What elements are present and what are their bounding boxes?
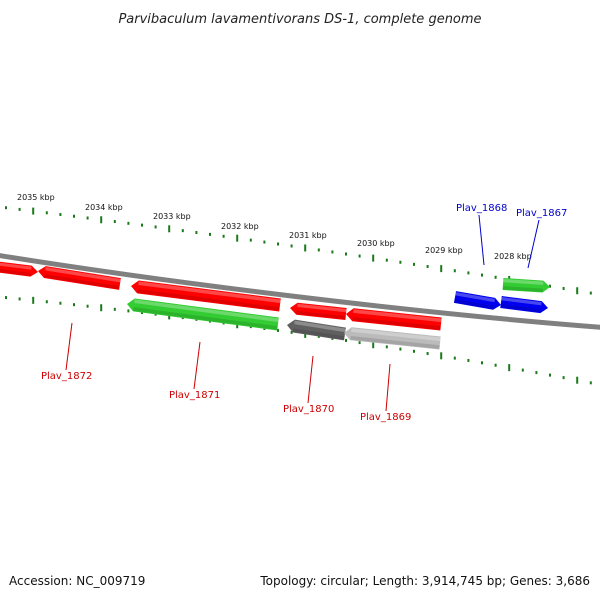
- label-leader-line: [307, 355, 314, 404]
- label-leader-line: [385, 363, 391, 412]
- scale-label: 2032 kbp: [221, 222, 259, 231]
- label-leader-lines: [65, 214, 540, 412]
- label-leader-line: [478, 214, 485, 266]
- gene-arrow[interactable]: [453, 291, 502, 311]
- gene-arrow[interactable]: [37, 265, 121, 290]
- scale-label: 2030 kbp: [357, 239, 395, 248]
- scale-labels: 2035 kbp 2034 kbp 2033 kbp 2032 kbp 2031 kbp…: [17, 193, 532, 261]
- gene-label[interactable]: Plav_1872: [41, 371, 92, 382]
- scale-label: 2035 kbp: [17, 193, 55, 202]
- gene-label[interactable]: Plav_1867: [516, 208, 567, 219]
- gene-labels: Plav_1872 Plav_1871 Plav_1870 Plav_1869 Plav…: [41, 203, 567, 423]
- gene-arrow[interactable]: [500, 296, 549, 314]
- gene-arrow[interactable]: [286, 319, 346, 341]
- scale-label: 2033 kbp: [153, 212, 191, 221]
- gene-arrow[interactable]: [502, 278, 551, 293]
- gene-track: [0, 260, 551, 350]
- label-leader-line: [193, 341, 201, 390]
- gene-label[interactable]: Plav_1868: [456, 203, 507, 214]
- label-leader-line: [527, 219, 540, 269]
- scale-label: 2034 kbp: [85, 203, 123, 212]
- gene-label[interactable]: Plav_1871: [169, 390, 220, 401]
- scale-label: 2029 kbp: [425, 246, 463, 255]
- gene-arrow[interactable]: [0, 260, 39, 278]
- gene-arrow[interactable]: [289, 302, 347, 320]
- gene-arrow[interactable]: [130, 280, 281, 312]
- gene-arrow[interactable]: [343, 327, 441, 350]
- label-leader-line: [65, 322, 73, 371]
- scale-label: 2031 kbp: [289, 231, 327, 240]
- gene-arrow[interactable]: [345, 308, 442, 331]
- gene-label[interactable]: Plav_1869: [360, 412, 411, 423]
- accession-label: Accession: NC_009719: [9, 574, 146, 588]
- gene-label[interactable]: Plav_1870: [283, 404, 334, 415]
- gene-arrow[interactable]: [126, 298, 279, 331]
- genome-backbone: [0, 253, 600, 330]
- scale-label: 2028 kbp: [494, 252, 532, 261]
- genome-summary: Topology: circular; Length: 3,914,745 bp…: [260, 574, 590, 588]
- genome-title: Parvibaculum lavamentivorans DS-1, compl…: [118, 12, 481, 27]
